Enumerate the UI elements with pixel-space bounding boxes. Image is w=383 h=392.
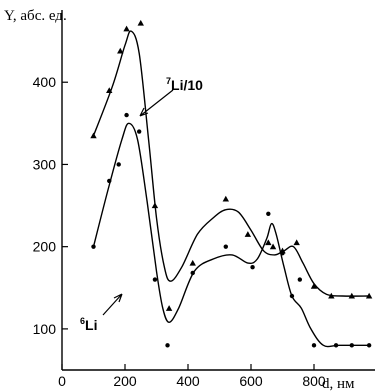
- li6-point: [250, 265, 255, 270]
- li7-label-text: Li/10: [171, 77, 203, 93]
- li7-point: [310, 282, 318, 289]
- li6-point: [289, 293, 295, 299]
- li7-point: [328, 292, 335, 299]
- markers: [90, 19, 373, 348]
- li7-point: [293, 239, 300, 246]
- li6-point: [333, 343, 339, 348]
- li6-point: [116, 162, 121, 167]
- x-tick-label: 600: [239, 373, 263, 389]
- li7-point: [365, 292, 373, 299]
- li7-point: [90, 132, 97, 139]
- li6-point: [366, 343, 372, 348]
- li7-point: [244, 231, 252, 237]
- y-tick-label: 300: [33, 156, 57, 172]
- li6-label: 6Li: [80, 316, 97, 333]
- x-tick-label: 400: [176, 373, 200, 389]
- x-axis-title: d, нм: [322, 376, 355, 392]
- li7-label: 7Li/10: [166, 76, 203, 93]
- y-tick-label: 100: [33, 321, 57, 337]
- li6-mass-number: 6: [80, 316, 85, 326]
- li7-point: [165, 305, 173, 311]
- li6-curve: [92, 122, 370, 348]
- li7-point: [123, 25, 130, 32]
- li7-point: [269, 243, 277, 250]
- li6-point: [136, 129, 142, 134]
- li7-point: [265, 239, 272, 246]
- series-labels: 7Li/10 6Li: [80, 76, 203, 333]
- li6-point: [91, 244, 96, 249]
- li6-point: [107, 178, 112, 184]
- li7-point: [106, 87, 113, 94]
- li6-point: [223, 244, 228, 249]
- curves: [92, 30, 370, 348]
- y-tick-label: 400: [33, 74, 57, 90]
- li6-point: [124, 112, 129, 118]
- x-tick-label: 0: [58, 373, 66, 389]
- li7-point: [151, 202, 159, 209]
- x-tick-label: 800: [302, 373, 326, 389]
- li7-point: [348, 292, 355, 299]
- li6-point: [297, 277, 303, 282]
- li7-point: [222, 195, 229, 202]
- li7-curve: [92, 30, 370, 297]
- li6-label-arrow: [102, 293, 123, 316]
- ticks: 0 200 400 600 800 100 200 300 400: [33, 74, 326, 389]
- li6-point: [349, 343, 354, 348]
- li7-point: [117, 47, 124, 54]
- li6-label-text: Li: [85, 317, 97, 333]
- li7-point: [137, 19, 144, 26]
- li7-mass-number: 7: [166, 76, 171, 86]
- axes: Y, абс. ед. d, нм: [4, 8, 375, 392]
- li6-point: [266, 211, 271, 216]
- li6-point: [311, 343, 317, 348]
- y-tick-label: 200: [33, 239, 57, 255]
- li6-point: [152, 277, 158, 282]
- li6-point: [190, 270, 195, 276]
- x-tick-label: 200: [113, 373, 137, 389]
- li7-point: [189, 259, 196, 266]
- y-axis-title: Y, абс. ед.: [4, 8, 67, 24]
- li6-point: [165, 343, 170, 348]
- li6-point: [280, 251, 285, 256]
- li7-label-arrow: [139, 89, 174, 117]
